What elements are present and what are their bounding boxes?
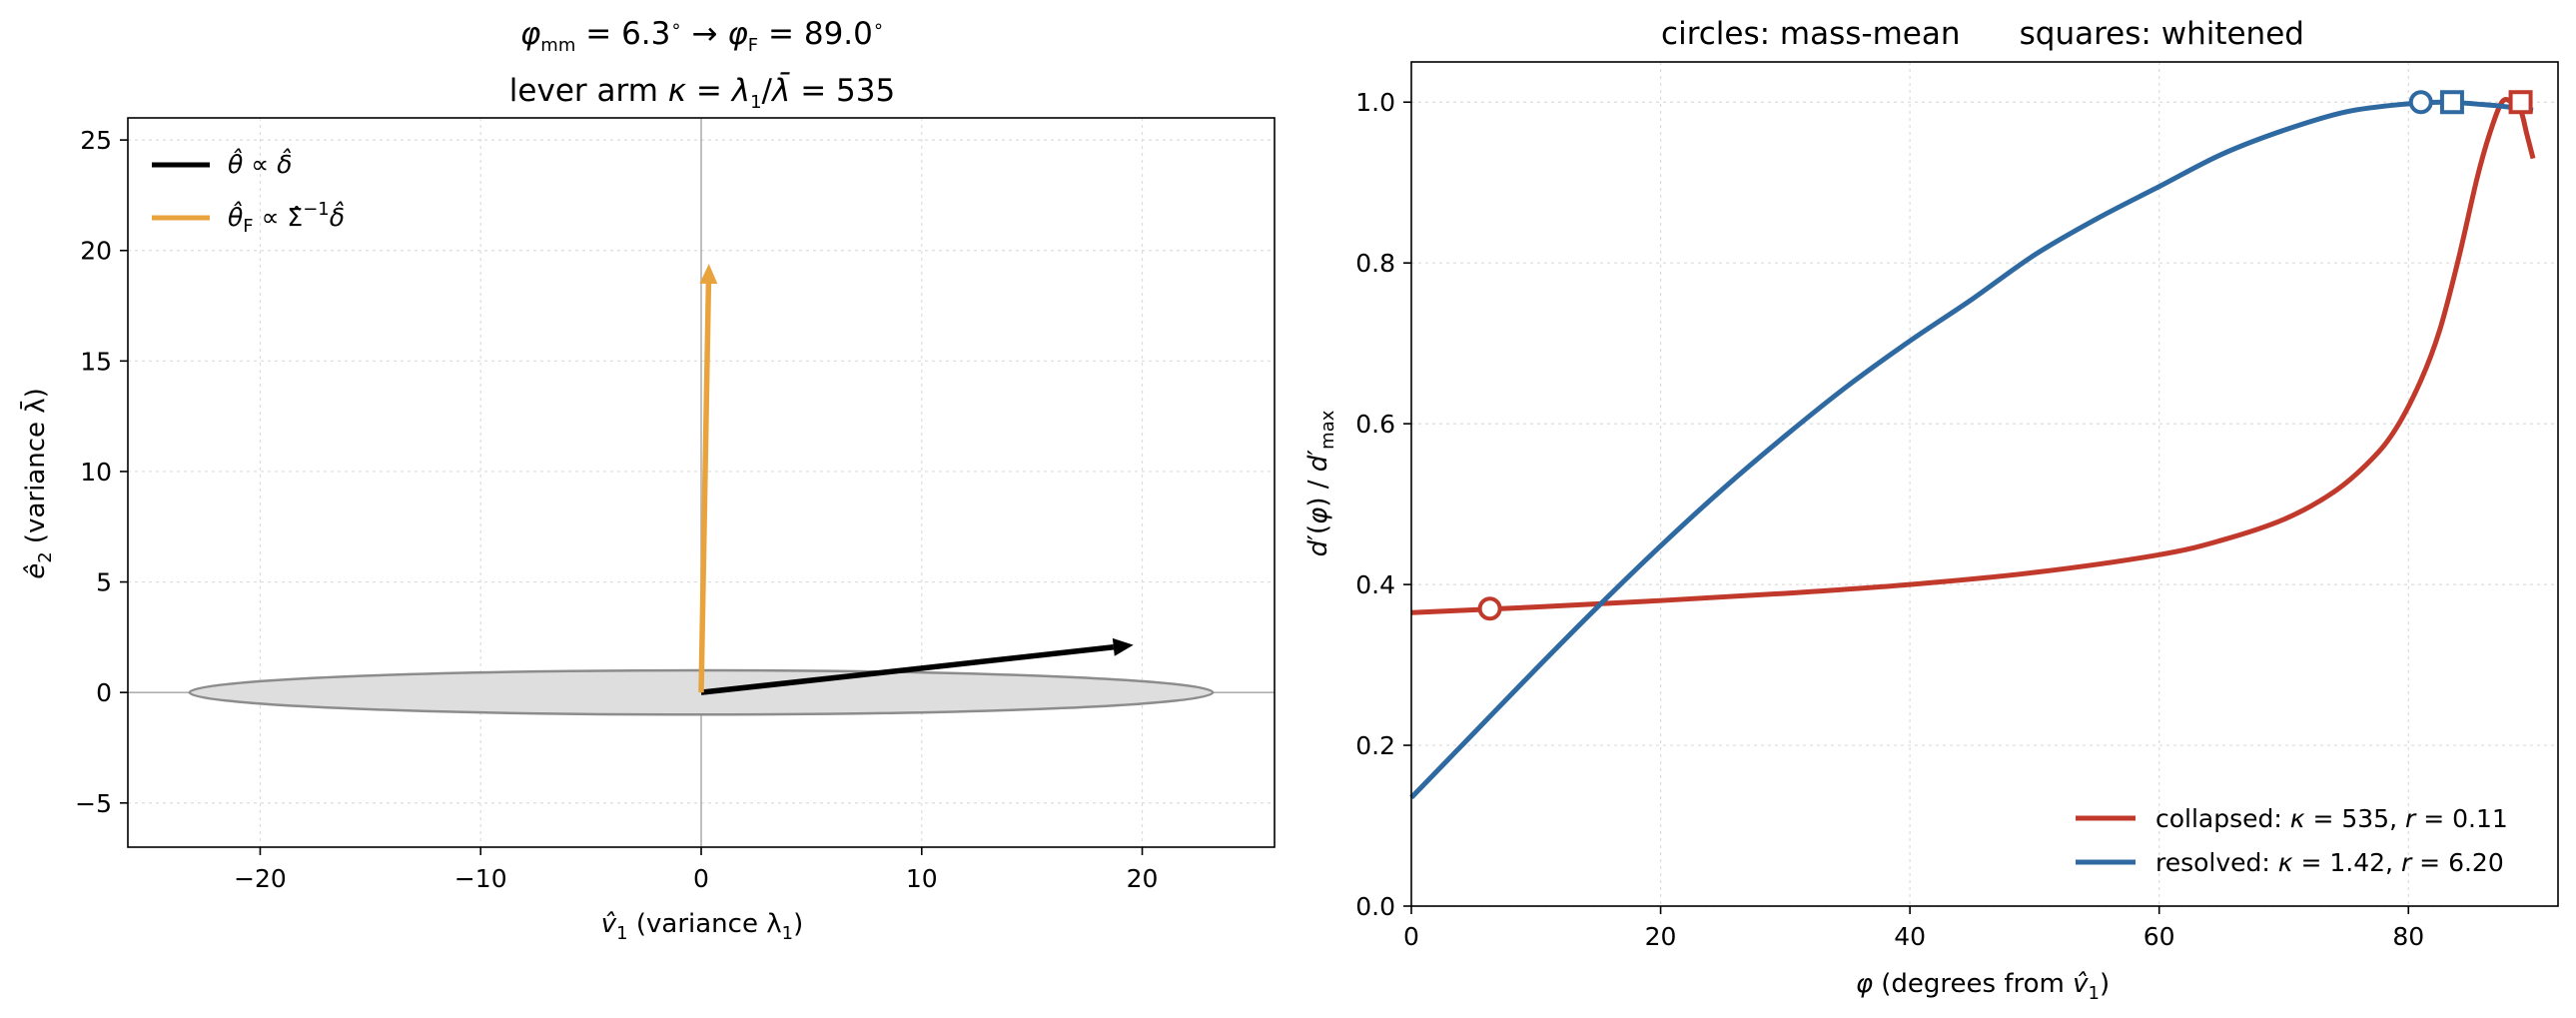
whitened-marker-resolved	[2439, 90, 2464, 115]
right-series	[1409, 97, 2536, 800]
left-y-tick-label: 25	[80, 126, 112, 155]
right-x-ticks: 0 20 40 60 80	[1403, 906, 2424, 951]
left-x-tick-label: −10	[454, 864, 507, 893]
right-x-tick-label: 40	[1894, 922, 1926, 951]
left-x-tick-label: −20	[234, 864, 287, 893]
left-y-tick-label: 20	[80, 237, 112, 266]
right-title: circles: mass-mean squares: whitened	[1661, 16, 2304, 52]
legend-label-thetaF: θ̂F ∝ Σ̂−1δ̂	[228, 199, 345, 237]
left-x-tick-label: 0	[693, 864, 709, 893]
right-y-tick-label: 1.0	[1355, 88, 1395, 117]
legend-label-collapsed: collapsed: κ = 535, r = 0.11	[2155, 804, 2508, 833]
right-panel: 0 20 40 60 80 0.0 0.2 0.4 0.6 0.8 1.0 circles: ma…	[1303, 16, 2559, 1004]
arrowhead-theta	[1112, 637, 1134, 656]
legend-label-resolved: resolved: κ = 1.42, r = 6.20	[2155, 848, 2504, 877]
left-y-tick-label: −5	[75, 789, 112, 818]
series-line-resolved	[1409, 99, 2534, 800]
left-x-tick-label: 20	[1127, 864, 1159, 893]
right-x-tick-label: 0	[1403, 922, 1419, 951]
right-y-tick-label: 0.8	[1355, 249, 1395, 278]
arrowhead-thetaF	[699, 264, 718, 285]
left-x-tick-label: 10	[906, 864, 938, 893]
right-x-tick-label: 20	[1645, 922, 1677, 951]
left-y-tick-label: 10	[80, 458, 112, 487]
left-arrows	[698, 264, 1134, 695]
left-y-tick-label: 0	[96, 678, 112, 707]
left-x-ticks: −20 −10 0 10 20	[234, 847, 1158, 893]
left-y-ticks: −5 0 5 10 15 20 25	[75, 126, 128, 818]
left-y-tick-label: 15	[80, 347, 112, 376]
right-frame	[1410, 61, 2559, 907]
right-markers	[1477, 90, 2533, 621]
left-x-label: v̂1 (variance λ1)	[601, 909, 803, 944]
left-y-tick-label: 5	[96, 568, 112, 597]
left-panel: −20 −10 0 10 20 −5 0 5 10 15 20 25 φmm = 6.3∘ → φF…	[19, 16, 1276, 944]
left-title-line1: φmm = 6.3∘ → φF = 89.0∘	[520, 16, 884, 56]
mass-mean-marker-collapsed	[1477, 596, 1502, 621]
right-y-tick-label: 0.2	[1355, 731, 1395, 760]
right-y-ticks: 0.0 0.2 0.4 0.6 0.8 1.0	[1355, 88, 1411, 921]
right-y-tick-label: 0.4	[1355, 570, 1395, 599]
right-x-label: φ (degrees from v̂1)	[1856, 969, 2110, 1004]
right-y-tick-label: 0.0	[1355, 892, 1395, 921]
series-line-collapsed	[1410, 97, 2536, 615]
left-legend: θ̂ ∝ δ̂ θ̂F ∝ Σ̂−1δ̂	[152, 148, 345, 237]
whitened-marker-collapsed	[2508, 90, 2533, 115]
right-x-tick-label: 60	[2144, 922, 2175, 951]
arrow-thetaF	[698, 283, 712, 693]
left-title-line2: lever arm κ = λ1/λ̄ = 535	[509, 72, 895, 113]
right-grid	[1410, 62, 2558, 907]
mass-mean-marker-resolved	[2408, 90, 2433, 115]
right-legend: collapsed: κ = 535, r = 0.11 resolved: κ…	[2076, 804, 2508, 877]
left-y-label: ê2 (variance λ̄)	[19, 388, 56, 579]
arrow-theta	[700, 644, 1115, 695]
right-y-label: d′(φ) / d′max	[1303, 410, 1338, 556]
right-x-tick-label: 80	[2392, 922, 2424, 951]
right-y-tick-label: 0.6	[1355, 410, 1395, 439]
legend-label-theta: θ̂ ∝ δ̂	[228, 148, 292, 179]
